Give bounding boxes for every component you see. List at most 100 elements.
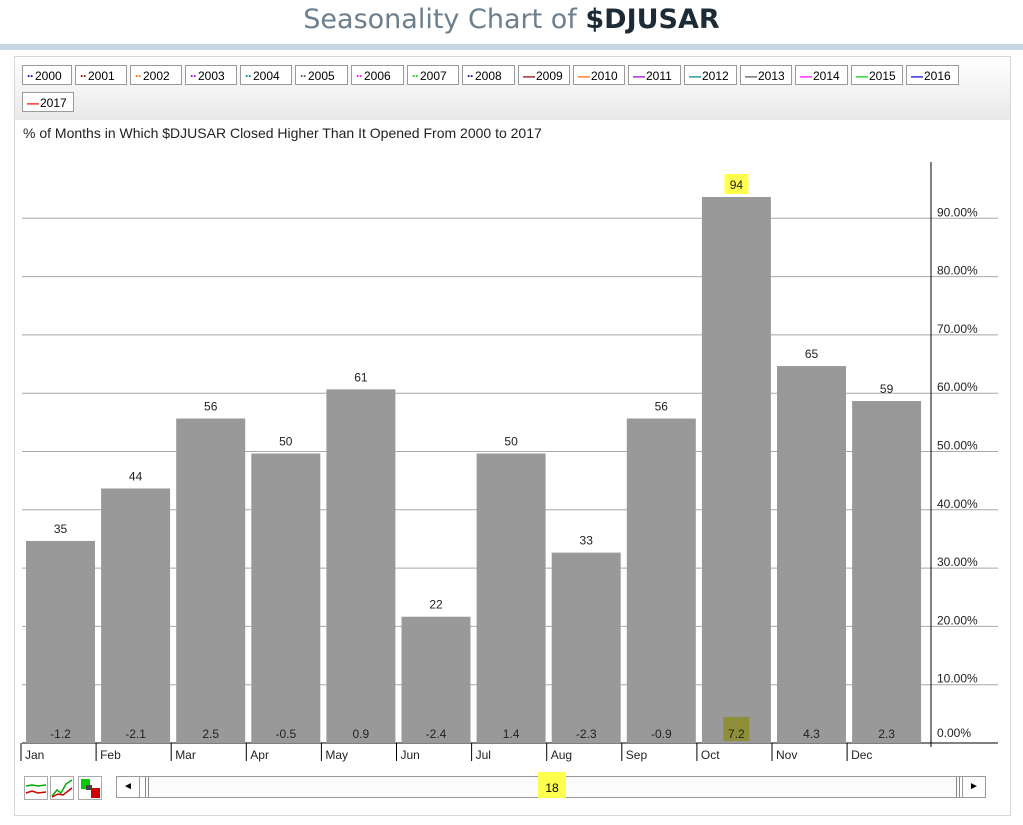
avg-change-label: -0.9 <box>651 727 672 741</box>
legend-swatch: ·· <box>300 69 307 83</box>
y-tick-label: 30.00% <box>937 555 978 569</box>
y-tick-label: 20.00% <box>937 613 978 627</box>
scroll-right-button[interactable]: ► <box>962 776 986 798</box>
bar-value-label: 61 <box>354 370 368 384</box>
avg-change-label: 1.4 <box>503 727 520 741</box>
legend-swatch: — <box>523 69 535 83</box>
legend-label: 2003 <box>198 69 225 83</box>
legend-item-2009[interactable]: —2009 <box>518 65 570 85</box>
avg-change-label: -0.5 <box>275 727 296 741</box>
legend-swatch: ·· <box>467 69 474 83</box>
bar-jun <box>401 616 471 743</box>
legend-label: 2001 <box>88 69 115 83</box>
legend-label: 2002 <box>143 69 170 83</box>
legend-item-2017[interactable]: —2017 <box>22 92 74 112</box>
legend-label: 2008 <box>475 69 502 83</box>
legend-swatch: — <box>911 69 923 83</box>
bar-value-label: 59 <box>880 382 894 396</box>
legend-swatch: — <box>745 69 757 83</box>
legend-swatch: — <box>689 69 701 83</box>
legend-swatch: — <box>578 69 590 83</box>
legend-label: 2012 <box>702 69 729 83</box>
legend-label: 2015 <box>869 69 896 83</box>
seasonality-chart-icon[interactable] <box>78 776 102 800</box>
bar-may <box>326 389 396 743</box>
scroll-left-button[interactable]: ◄ <box>116 776 140 798</box>
y-tick-label: 60.00% <box>937 380 978 394</box>
legend-label: 2013 <box>758 69 785 83</box>
bar-jul <box>476 453 546 743</box>
x-tick-label: May <box>325 748 348 762</box>
title-prefix: Seasonality Chart of <box>303 4 586 35</box>
legend-label: 2016 <box>924 69 951 83</box>
legend-swatch: ·· <box>412 69 419 83</box>
legend-item-2012[interactable]: —2012 <box>684 65 737 85</box>
legend-swatch: ·· <box>356 69 363 83</box>
bar-oct <box>701 196 771 744</box>
legend-label: 2005 <box>308 69 335 83</box>
legend-item-2007[interactable]: ·· 2007 <box>407 65 459 85</box>
avg-change-label: -1.2 <box>50 727 71 741</box>
legend-swatch: — <box>856 69 868 83</box>
legend-item-2006[interactable]: ·· 2006 <box>351 65 404 85</box>
legend-label: 2006 <box>364 69 391 83</box>
avg-change-label: 0.9 <box>353 727 370 741</box>
legend-swatch: ·· <box>27 69 34 83</box>
y-tick-label: 0.00% <box>937 726 971 740</box>
y-tick-label: 50.00% <box>937 439 978 453</box>
legend-label: 2007 <box>420 69 447 83</box>
legend-item-2013[interactable]: —2013 <box>740 65 792 85</box>
bar-value-label: 56 <box>204 400 218 414</box>
legend-swatch: ·· <box>80 69 87 83</box>
legend-item-2000[interactable]: ·· 2000 <box>22 65 72 85</box>
bar-value-label: 33 <box>580 534 594 548</box>
legend-swatch: ·· <box>190 69 197 83</box>
legend-item-2002[interactable]: ·· 2002 <box>130 65 182 85</box>
performance-chart-icon[interactable] <box>50 776 74 800</box>
legend-item-2016[interactable]: —2016 <box>906 65 959 85</box>
legend-item-2008[interactable]: ·· 2008 <box>462 65 515 85</box>
legend-item-2005[interactable]: ·· 2005 <box>295 65 348 85</box>
bar-value-label: 35 <box>54 522 68 536</box>
legend-item-2014[interactable]: —2014 <box>795 65 848 85</box>
legend-swatch: — <box>633 69 645 83</box>
y-tick-label: 80.00% <box>937 264 978 278</box>
x-tick-label: Oct <box>701 748 720 762</box>
bar-value-label: 50 <box>504 435 518 449</box>
x-tick-label: Jun <box>401 748 420 762</box>
y-tick-label: 90.00% <box>937 205 978 219</box>
legend-label: 2000 <box>35 69 62 83</box>
page-title: Seasonality Chart of $DJUSAR <box>0 0 1023 44</box>
avg-change-label: 2.5 <box>202 727 219 741</box>
chart-title: % of Months in Which $DJUSAR Closed High… <box>23 125 542 141</box>
legend-swatch: — <box>27 96 39 110</box>
x-tick-label: Jul <box>476 748 491 762</box>
bar-apr <box>251 453 321 743</box>
value-highlight <box>724 173 749 194</box>
legend-label: 2004 <box>253 69 280 83</box>
legend: ·· 2000 ·· 2001 ·· 2002 ·· 2003 ·· 2004 ·· 2005 ·· 20… <box>15 57 1010 120</box>
legend-label: 2014 <box>813 69 840 83</box>
bar-value-label: 50 <box>279 435 293 449</box>
legend-item-2011[interactable]: —2011 <box>628 65 681 85</box>
x-tick-label: Feb <box>100 748 121 762</box>
avg-change-label: 7.2 <box>728 727 745 741</box>
legend-item-2004[interactable]: ·· 2004 <box>240 65 292 85</box>
bar-feb <box>101 488 171 743</box>
legend-item-2001[interactable]: ·· 2001 <box>75 65 127 85</box>
legend-label: 2009 <box>536 69 563 83</box>
legend-item-2010[interactable]: —2010 <box>573 65 625 85</box>
legend-label: 2010 <box>591 69 618 83</box>
legend-item-2015[interactable]: —2015 <box>851 65 903 85</box>
bar-value-label: 65 <box>805 347 819 361</box>
bar-jan <box>26 540 95 743</box>
bar-value-label: 44 <box>129 469 143 483</box>
line-chart-icon[interactable] <box>24 776 48 800</box>
legend-item-2003[interactable]: ·· 2003 <box>185 65 237 85</box>
legend-label: 2017 <box>40 96 67 110</box>
bar-value-label: 22 <box>429 598 443 612</box>
x-tick-label: Aug <box>551 748 572 762</box>
change-highlight <box>723 717 750 741</box>
avg-change-label: 2.3 <box>878 727 895 741</box>
